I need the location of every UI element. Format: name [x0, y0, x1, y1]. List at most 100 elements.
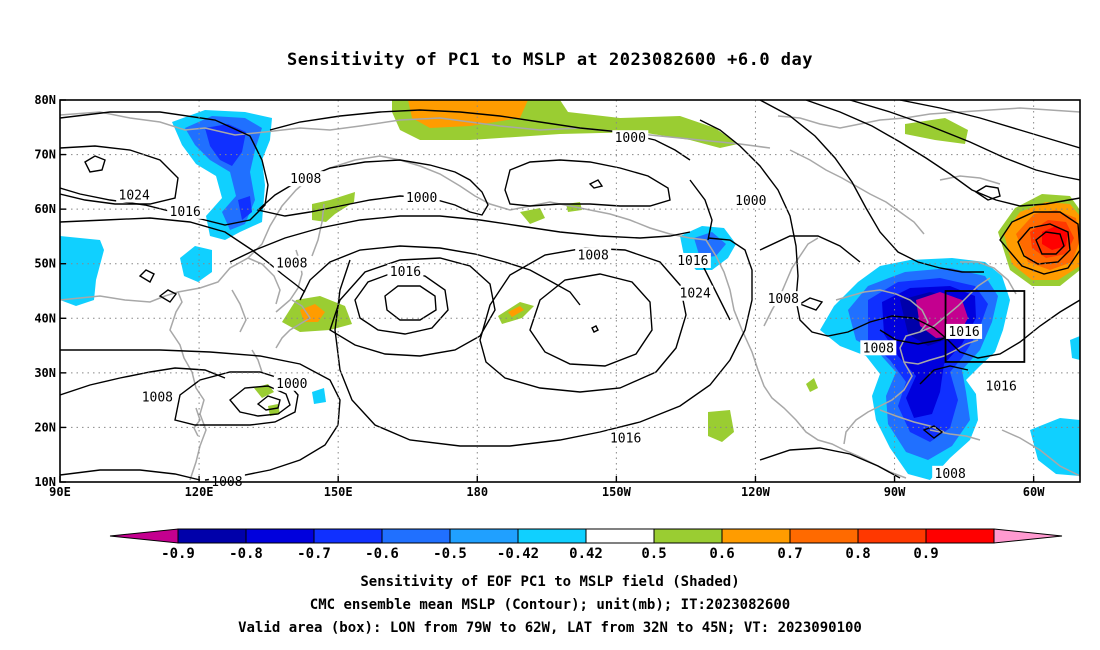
colorbar-swatch [925, 528, 995, 544]
caption-line-1: Sensitivity of EOF PC1 to MSLP field (Sh… [360, 574, 740, 590]
contour-label: 1008 [290, 172, 321, 187]
colorbar-high-arrow [993, 528, 1063, 544]
colorbar-label: 0.6 [709, 546, 734, 562]
contour-label: 1008 [935, 467, 966, 482]
lon-label: 90W [884, 485, 906, 499]
contour-label-bg [860, 340, 897, 356]
negative-shade [1070, 336, 1080, 360]
contour-label-bg [765, 291, 802, 307]
contour-label: 1008 [142, 390, 173, 405]
negative-shade [60, 236, 104, 306]
lon-label: 90E [49, 485, 71, 499]
lon-label: 150E [324, 485, 353, 499]
contour-label: 1000 [276, 377, 307, 392]
positive-shade [268, 404, 280, 416]
contour-label: 1024 [680, 287, 711, 302]
contour-label: 1008 [578, 249, 609, 264]
negative-shade [180, 246, 212, 282]
positive-shade [508, 306, 524, 317]
contour-label-bg [387, 263, 424, 279]
colorbar-swatch [789, 528, 859, 544]
lon-label: 150W [602, 485, 632, 499]
contour-label-bg [732, 192, 769, 208]
colorbar-swatch [177, 528, 247, 544]
colorbar: -0.9 -0.8 -0.7 -0.6 -0.5 -0.42 0.42 0.5 0.6 0.7 0.… [109, 528, 1063, 562]
lat-label: 10N [34, 475, 56, 489]
contour-label-bg [677, 285, 714, 301]
contour-label: 1016 [986, 380, 1017, 395]
contour-label-bg [983, 378, 1020, 394]
contour-label: 1008 [863, 341, 894, 356]
colorbar-swatch [585, 528, 655, 544]
contour-label-bg [575, 247, 612, 263]
contour-label: 1024 [119, 189, 150, 204]
contour-label: 1000 [406, 191, 437, 206]
negative-shade [1030, 418, 1080, 476]
negative-shade [238, 196, 252, 220]
colorbar-label: -0.6 [365, 546, 399, 562]
sensitivity-shading [60, 100, 1080, 480]
contour-label: 1008 [276, 257, 307, 272]
contour-labels: 1000100010001000100010081008100810081008… [116, 130, 1020, 490]
contour-label-bg [403, 190, 440, 206]
colorbar-label: 0.7 [777, 546, 802, 562]
valid-area-box [944, 290, 1026, 363]
colorbar-label: -0.8 [229, 546, 263, 562]
colorbar-label: 0.5 [641, 546, 666, 562]
colorbar-label: -0.7 [297, 546, 331, 562]
contour-label-bg [139, 389, 176, 405]
contour-label: 1000 [735, 194, 766, 209]
positive-shade [408, 100, 528, 128]
colorbar-label: -0.5 [433, 546, 467, 562]
map-frame [59, 99, 1081, 483]
colorbar-low-arrow [109, 528, 179, 544]
lon-label: 180 [466, 485, 488, 499]
colorbar-swatch [857, 528, 927, 544]
contour-label-bg [167, 203, 204, 219]
colorbar-swatch [721, 528, 791, 544]
negative-shade [312, 388, 326, 404]
colorbar-label: -0.9 [161, 546, 195, 562]
lat-label: 60N [34, 202, 56, 216]
contour-label-bg [273, 255, 310, 271]
contour-label: 1016 [677, 254, 708, 269]
lon-label: 120E [185, 485, 214, 499]
contour-label: 1016 [948, 325, 979, 340]
caption-line-2: CMC ensemble mean MSLP (Contour); unit(m… [309, 597, 791, 613]
positive-shade [806, 378, 818, 392]
colorbar-label: 0.8 [845, 546, 870, 562]
contour-label-bg [607, 430, 644, 446]
contour-label: 1016 [390, 265, 421, 280]
colorbar-swatch [245, 528, 315, 544]
lat-label: 20N [34, 420, 56, 434]
mslp-contours [60, 100, 1080, 481]
lat-label: 30N [34, 366, 56, 380]
colorbar-swatch [313, 528, 383, 544]
contour-label-bg [287, 171, 324, 187]
colorbar-swatch [449, 528, 519, 544]
contour-label-bg [946, 323, 983, 339]
colorbar-swatch [653, 528, 723, 544]
contour-label-bg [273, 375, 310, 391]
contour-label-bg [116, 187, 153, 203]
positive-shade [254, 384, 274, 398]
lon-label: 60W [1023, 485, 1045, 499]
lon-label: 120W [741, 485, 771, 499]
colorbar-label: 0.9 [913, 546, 938, 562]
contour-label: 1008 [768, 292, 799, 307]
lat-label: 40N [34, 311, 56, 325]
positive-shade [708, 410, 734, 442]
page-title: Sensitivity of PC1 to MSLP at 2023082600… [286, 50, 813, 70]
contour-label-bg [674, 252, 711, 268]
positive-shade [905, 118, 968, 144]
positive-shade [300, 304, 325, 322]
positive-shade [520, 208, 545, 224]
caption-line-3: Valid area (box): LON from 79W to 62W, L… [238, 620, 862, 636]
colorbar-swatch [517, 528, 587, 544]
contour-label: 1000 [615, 131, 646, 146]
lat-label: 50N [34, 257, 56, 271]
lat-label: 70N [34, 148, 56, 162]
contour-label: 1016 [610, 431, 641, 446]
